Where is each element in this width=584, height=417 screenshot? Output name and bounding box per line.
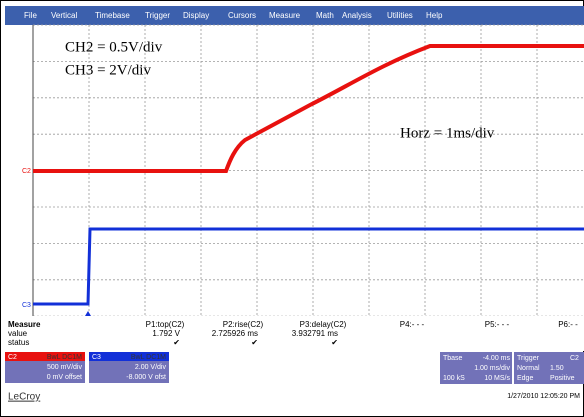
trigger-slope: Positive xyxy=(550,375,575,382)
timebase-delay: -4.00 ms xyxy=(483,355,511,362)
menu-item[interactable]: Measure xyxy=(269,11,301,20)
channel-offset: 0 mV offset xyxy=(47,374,82,381)
annotation: Horz = 1ms/div xyxy=(400,125,495,141)
measure-header: Measure xyxy=(8,320,41,329)
trigger-source: C2 xyxy=(570,355,579,362)
measure-header: P2:rise(C2) xyxy=(223,320,264,329)
menu-item[interactable]: Trigger xyxy=(145,11,170,20)
channel-box xyxy=(5,361,85,383)
menu-item[interactable]: Utilities xyxy=(387,11,413,20)
menu-item[interactable]: Math xyxy=(316,11,334,20)
menu-bar xyxy=(5,6,584,25)
channel-offset: -8.000 V ofst xyxy=(126,374,166,381)
channel-mode: BwL DC1M xyxy=(47,354,82,361)
trigger-marker xyxy=(85,311,91,316)
trigger-label: Trigger xyxy=(517,355,540,362)
menu-item[interactable]: Display xyxy=(183,11,209,20)
measure-value: value xyxy=(8,329,28,338)
measure-status: ✔ xyxy=(331,338,338,347)
annotation: CH2 = 0.5V/div xyxy=(65,39,163,55)
measure-value: 2.725926 ms xyxy=(212,329,258,338)
channel-header xyxy=(89,352,169,361)
timestamp: 1/27/2010 12:05:20 PM xyxy=(507,393,580,400)
channel-scale: 2.00 V/div xyxy=(135,364,167,371)
channel-header xyxy=(5,352,85,361)
channel-scale: 500 mV/div xyxy=(47,364,83,371)
timebase-rate: 10 MS/s xyxy=(484,375,510,382)
trigger-box xyxy=(514,352,584,384)
timebase-scale: 1.00 ms/div xyxy=(474,365,510,372)
trace-label: C2 xyxy=(22,168,31,175)
c3-trace xyxy=(33,227,584,306)
measure-header: P1:top(C2) xyxy=(146,320,185,329)
measure-header: P4:- - - xyxy=(400,320,425,329)
c2-trace xyxy=(33,44,584,173)
channel-name: C2 xyxy=(8,354,17,361)
measure-panel xyxy=(5,316,584,351)
measure-status: ✔ xyxy=(251,338,258,347)
channel-box xyxy=(89,361,169,383)
measure-header: P3:delay(C2) xyxy=(300,320,347,329)
annotation: CH3 = 2V/div xyxy=(65,62,151,78)
measure-header: P5:- - - xyxy=(485,320,510,329)
menu-item[interactable]: Vertical xyxy=(51,11,77,20)
measure-value: 1.792 V xyxy=(152,329,180,338)
channel-mode: BwL DC1M xyxy=(131,354,166,361)
trigger-type: Edge xyxy=(517,375,533,382)
menu-item[interactable]: File xyxy=(24,11,37,20)
menu-item[interactable]: Timebase xyxy=(95,11,130,20)
timebase-samples: 100 kS xyxy=(443,375,465,382)
trigger-level: 1.50 xyxy=(550,365,564,372)
trigger-mode: Normal xyxy=(517,365,540,372)
measure-value: 3.932791 ms xyxy=(292,329,338,338)
menu-item[interactable]: Cursors xyxy=(228,11,256,20)
channel-name: C3 xyxy=(92,354,101,361)
timebase-label: Tbase xyxy=(443,355,463,362)
measure-status: status xyxy=(8,338,29,347)
timebase-box xyxy=(440,352,512,384)
measure-status: ✔ xyxy=(173,338,180,347)
trace-label: C3 xyxy=(22,302,31,309)
measure-header: P6:- - xyxy=(558,320,578,329)
menu-item[interactable]: Analysis xyxy=(342,11,372,20)
menu-item[interactable]: Help xyxy=(426,11,443,20)
brand: LeCroy xyxy=(8,392,40,403)
